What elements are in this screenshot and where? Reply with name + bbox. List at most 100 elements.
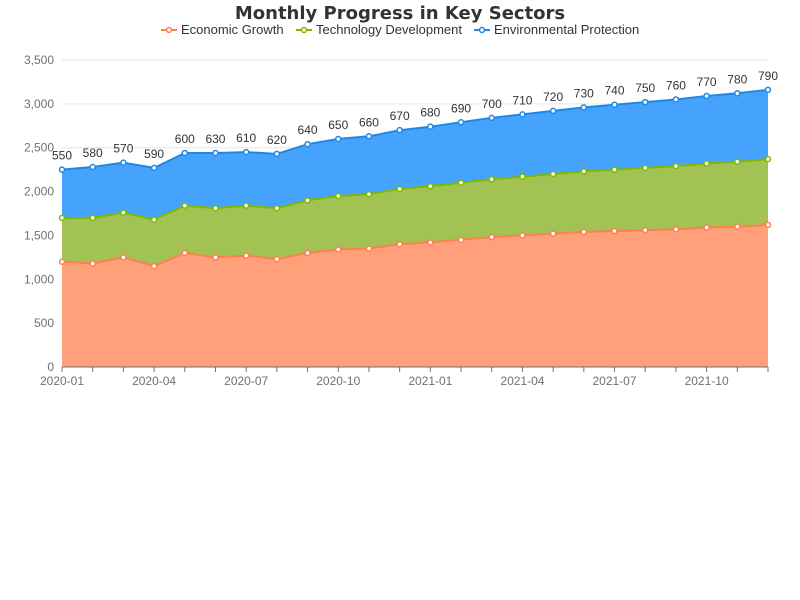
point-environmental-protection[interactable] (150, 164, 158, 172)
point-economic-growth[interactable] (427, 239, 434, 246)
legend-economic-growth-marker-icon (165, 26, 173, 34)
legend-technology-development-marker-icon (300, 26, 308, 34)
x-tick-label: 2020-01 (40, 374, 84, 388)
point-technology-development[interactable] (304, 197, 311, 204)
legend[interactable]: Economic Growth Technology Development E… (161, 22, 639, 37)
data-label: 680 (420, 106, 440, 120)
point-environmental-protection[interactable] (120, 159, 127, 166)
point-economic-growth[interactable] (703, 224, 710, 231)
y-tick-label: 1,500 (24, 228, 54, 242)
point-technology-development[interactable] (89, 214, 96, 222)
line-economic-growth (61, 223, 769, 268)
point-environmental-protection[interactable] (488, 114, 495, 122)
line-technology-development (62, 158, 769, 221)
point-economic-growth[interactable] (212, 254, 219, 261)
point-technology-development[interactable] (427, 183, 434, 190)
point-environmental-protection[interactable] (641, 98, 649, 106)
point-economic-growth[interactable] (273, 255, 281, 263)
point-environmental-protection[interactable] (703, 92, 710, 100)
point-economic-growth[interactable] (488, 233, 495, 241)
point-economic-growth[interactable] (58, 258, 66, 265)
point-technology-development[interactable] (611, 166, 618, 173)
point-economic-growth[interactable] (734, 223, 741, 230)
point-technology-development[interactable] (580, 168, 588, 175)
data-label: 740 (605, 84, 625, 98)
point-technology-development[interactable] (120, 209, 127, 216)
point-economic-growth[interactable] (457, 236, 465, 244)
point-technology-development[interactable] (150, 216, 158, 223)
point-technology-development[interactable] (641, 164, 649, 172)
point-technology-development[interactable] (212, 204, 219, 212)
point-environmental-protection[interactable] (304, 140, 311, 148)
point-layer (58, 86, 772, 270)
point-economic-growth[interactable] (150, 262, 158, 270)
point-economic-growth[interactable] (365, 245, 373, 252)
point-technology-development[interactable] (335, 192, 342, 200)
legend-label-technology-development: Technology Development (316, 22, 462, 37)
point-technology-development[interactable] (672, 162, 680, 170)
point-technology-development[interactable] (58, 214, 66, 222)
point-technology-development[interactable] (396, 185, 403, 193)
point-economic-growth[interactable] (580, 228, 588, 236)
point-environmental-protection[interactable] (335, 135, 342, 143)
data-label: 710 (512, 93, 532, 107)
point-economic-growth[interactable] (304, 249, 311, 257)
point-environmental-protection[interactable] (396, 126, 403, 134)
point-environmental-protection[interactable] (58, 166, 66, 173)
data-label: 670 (390, 109, 410, 123)
point-environmental-protection[interactable] (212, 149, 219, 157)
point-technology-development[interactable] (273, 204, 281, 212)
point-economic-growth[interactable] (641, 226, 649, 234)
point-economic-growth[interactable] (89, 260, 96, 267)
point-environmental-protection[interactable] (764, 86, 772, 94)
point-environmental-protection[interactable] (89, 163, 96, 171)
data-label: 750 (635, 81, 655, 95)
legend-item-environmental-protection[interactable]: Environmental Protection (474, 22, 639, 37)
x-tick-label: 2020-10 (316, 374, 360, 388)
point-technology-development[interactable] (181, 202, 189, 209)
point-economic-growth[interactable] (611, 227, 618, 235)
point-environmental-protection[interactable] (611, 101, 618, 108)
point-environmental-protection[interactable] (549, 107, 557, 115)
point-technology-development[interactable] (457, 179, 465, 187)
data-labels: 550 580 570 590 600 630 610 620 640 650 660 670 680 6… (52, 69, 778, 163)
legend-item-technology-development[interactable]: Technology Development (296, 22, 462, 37)
data-label: 610 (236, 131, 256, 145)
point-technology-development[interactable] (242, 202, 250, 209)
point-economic-growth[interactable] (335, 246, 342, 253)
point-environmental-protection[interactable] (427, 123, 434, 130)
point-environmental-protection[interactable] (242, 148, 250, 156)
point-economic-growth[interactable] (242, 252, 250, 259)
data-label: 640 (298, 123, 318, 137)
point-economic-growth[interactable] (396, 240, 403, 248)
point-technology-development[interactable] (488, 176, 495, 183)
point-economic-growth[interactable] (120, 254, 127, 261)
point-environmental-protection[interactable] (672, 96, 680, 103)
data-label: 580 (83, 146, 103, 160)
point-technology-development[interactable] (764, 155, 772, 163)
point-environmental-protection[interactable] (519, 111, 526, 118)
data-label: 720 (543, 90, 563, 104)
legend-item-economic-growth[interactable]: Economic Growth (161, 22, 284, 37)
point-technology-development[interactable] (519, 173, 526, 180)
y-tick-label: 500 (34, 316, 54, 330)
point-environmental-protection[interactable] (181, 149, 189, 157)
point-economic-growth[interactable] (181, 249, 189, 257)
point-environmental-protection[interactable] (273, 150, 281, 158)
point-economic-growth[interactable] (519, 232, 526, 239)
point-economic-growth[interactable] (764, 221, 772, 229)
point-environmental-protection[interactable] (580, 104, 588, 111)
point-economic-growth[interactable] (672, 226, 680, 233)
point-technology-development[interactable] (734, 158, 741, 165)
point-environmental-protection[interactable] (734, 90, 741, 97)
y-tick-label: 1,000 (24, 272, 54, 286)
point-technology-development[interactable] (549, 170, 557, 178)
point-technology-development[interactable] (365, 190, 373, 198)
legend-label-environmental-protection: Environmental Protection (494, 22, 639, 37)
y-tick-label: 2,000 (24, 185, 54, 199)
point-economic-growth[interactable] (549, 230, 557, 237)
point-environmental-protection[interactable] (365, 133, 373, 140)
point-environmental-protection[interactable] (457, 119, 465, 126)
point-technology-development[interactable] (703, 160, 710, 167)
